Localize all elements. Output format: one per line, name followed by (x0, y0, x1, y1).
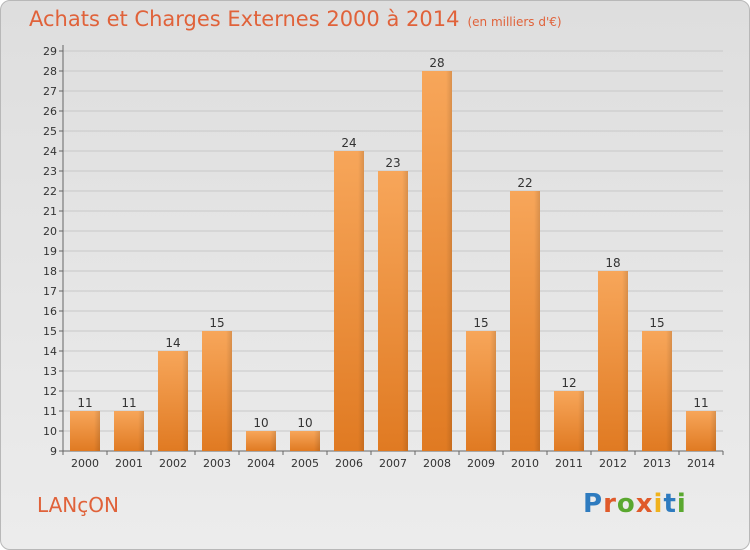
y-tick-label: 23 (43, 165, 57, 178)
x-tick-label-2010: 2010 (511, 457, 539, 470)
logo-letter: o (616, 489, 636, 519)
x-tick-label-2003: 2003 (203, 457, 231, 470)
x-tick-label-2002: 2002 (159, 457, 187, 470)
bar-shade-2005 (290, 431, 320, 451)
y-tick-label: 21 (43, 205, 57, 218)
data-label-2013: 15 (649, 316, 664, 330)
logo-letter: x (635, 489, 654, 519)
bar-shade-2009 (466, 331, 496, 451)
x-tick-label-2005: 2005 (291, 457, 319, 470)
y-tick-label: 25 (43, 125, 57, 138)
data-label-2011: 12 (561, 376, 576, 390)
bar-shade-2013 (642, 331, 672, 451)
data-label-2005: 10 (297, 416, 312, 430)
data-label-2009: 15 (473, 316, 488, 330)
bar-shade-2011 (554, 391, 584, 451)
y-tick-label: 18 (43, 265, 57, 278)
y-tick-label: 26 (43, 105, 57, 118)
bar-shade-2006 (334, 151, 364, 451)
logo-letter: P (583, 489, 604, 519)
y-tick-label: 24 (43, 145, 57, 158)
logo-letter: t (663, 489, 677, 519)
y-tick-label: 9 (50, 445, 57, 458)
data-label-2003: 15 (209, 316, 224, 330)
x-tick-label-2001: 2001 (115, 457, 143, 470)
x-tick-label-2012: 2012 (599, 457, 627, 470)
y-tick-label: 22 (43, 185, 57, 198)
y-tick-label: 14 (43, 345, 57, 358)
y-tick-label: 11 (43, 405, 57, 418)
y-tick-label: 10 (43, 425, 57, 438)
y-tick-label: 20 (43, 225, 57, 238)
x-tick-label-2006: 2006 (335, 457, 363, 470)
y-tick-label: 28 (43, 65, 57, 78)
y-tick-label: 19 (43, 245, 57, 258)
data-label-2002: 14 (165, 336, 180, 350)
x-tick-label-2000: 2000 (71, 457, 99, 470)
logo-letter: i (653, 489, 664, 519)
data-label-2004: 10 (253, 416, 268, 430)
data-label-2014: 11 (693, 396, 708, 410)
logo-letter: i (676, 489, 687, 519)
data-label-2007: 23 (385, 156, 400, 170)
bar-shade-2001 (114, 411, 144, 451)
city-name: LANçON (37, 493, 119, 517)
chart-subtitle: (en milliers d'€) (467, 15, 562, 29)
data-label-2001: 11 (121, 396, 136, 410)
data-label-2008: 28 (429, 56, 444, 70)
proxiti-logo: Proxiti (583, 489, 687, 519)
y-tick-label: 12 (43, 385, 57, 398)
chart-title-text: Achats et Charges Externes 2000 à 2014 (29, 7, 460, 31)
bar-shade-2003 (202, 331, 232, 451)
x-tick-label-2013: 2013 (643, 457, 671, 470)
bar-shade-2002 (158, 351, 188, 451)
bar-shade-2008 (422, 71, 452, 451)
x-tick-label-2009: 2009 (467, 457, 495, 470)
bar-shade-2014 (686, 411, 716, 451)
bar-shade-2004 (246, 431, 276, 451)
data-label-2010: 22 (517, 176, 532, 190)
y-tick-label: 27 (43, 85, 57, 98)
data-label-2012: 18 (605, 256, 620, 270)
y-tick-label: 17 (43, 285, 57, 298)
data-label-2000: 11 (77, 396, 92, 410)
y-tick-label: 13 (43, 365, 57, 378)
x-tick-label-2011: 2011 (555, 457, 583, 470)
chart-title: Achats et Charges Externes 2000 à 2014 (e… (29, 7, 562, 31)
bar-shade-2010 (510, 191, 540, 451)
x-tick-label-2008: 2008 (423, 457, 451, 470)
x-tick-label-2014: 2014 (687, 457, 715, 470)
data-label-2006: 24 (341, 136, 356, 150)
x-tick-label-2004: 2004 (247, 457, 275, 470)
bar-shade-2007 (378, 171, 408, 451)
logo-letter: r (603, 489, 617, 519)
y-tick-label: 15 (43, 325, 57, 338)
bar-shade-2012 (598, 271, 628, 451)
y-tick-label: 16 (43, 305, 57, 318)
x-tick-label-2007: 2007 (379, 457, 407, 470)
y-tick-label: 29 (43, 45, 57, 58)
bar-shade-2000 (70, 411, 100, 451)
